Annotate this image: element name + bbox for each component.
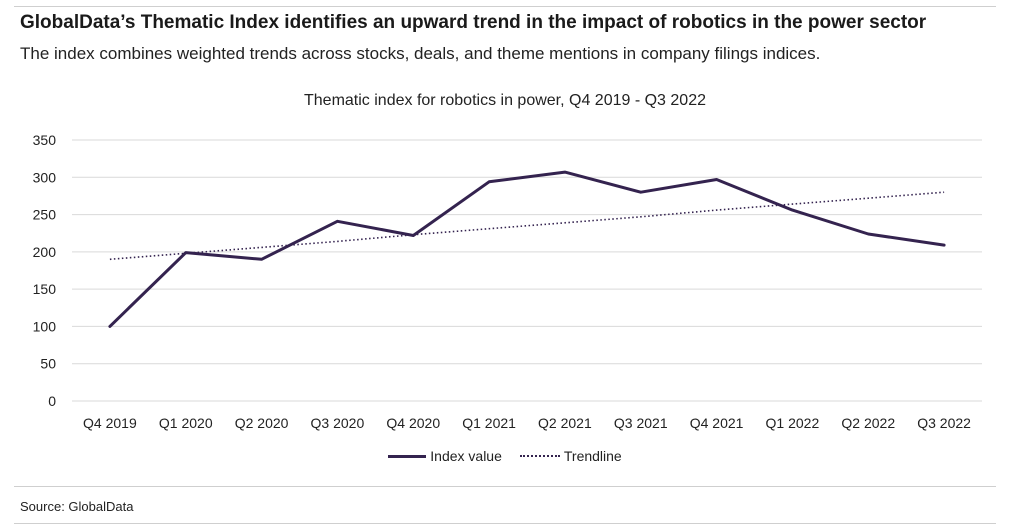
y-axis-ticks: 0 50 100 150 200 250 300 350 — [33, 132, 57, 409]
x-tick-label: Q4 2019 — [83, 415, 137, 431]
index-value-series — [108, 170, 946, 328]
y-tick-label: 150 — [33, 281, 57, 297]
x-tick-label: Q3 2021 — [614, 415, 668, 431]
x-tick-label: Q2 2020 — [235, 415, 289, 431]
headline: GlobalData’s Thematic Index identifies a… — [20, 12, 927, 33]
x-axis-ticks: Q4 2019 Q1 2020 Q2 2020 Q3 2020 Q4 2020 Q1 20… — [83, 415, 971, 431]
legend: Index value Trendline — [0, 448, 1010, 464]
subhead: The index combines weighted trends acros… — [20, 44, 821, 63]
legend-item-index: Index value — [388, 448, 502, 464]
x-tick-label: Q1 2020 — [159, 415, 213, 431]
end-rule — [14, 523, 996, 524]
x-tick-label: Q3 2020 — [311, 415, 365, 431]
bottom-rule — [14, 486, 996, 487]
x-tick-label: Q1 2022 — [766, 415, 820, 431]
y-tick-label: 300 — [33, 169, 57, 185]
legend-swatch-dotted — [519, 455, 560, 457]
y-tick-label: 50 — [40, 356, 56, 372]
gridlines — [72, 139, 982, 402]
series-lines — [108, 170, 946, 328]
legend-swatch-solid — [388, 454, 427, 458]
legend-item-trendline: Trendline — [519, 448, 622, 464]
x-tick-label: Q3 2022 — [917, 415, 971, 431]
y-tick-label: 0 — [48, 393, 56, 409]
x-tick-label: Q2 2021 — [538, 415, 592, 431]
legend-label-trendline: Trendline — [563, 448, 622, 464]
trendline-series — [109, 191, 945, 261]
chart-title: Thematic index for robotics in power, Q4… — [304, 92, 706, 109]
y-tick-label: 250 — [33, 207, 57, 223]
legend-label-index: Index value — [430, 448, 502, 464]
top-rule — [14, 6, 996, 7]
x-tick-label: Q2 2022 — [841, 415, 895, 431]
y-tick-label: 100 — [33, 318, 57, 334]
y-tick-label: 350 — [33, 132, 57, 148]
x-tick-label: Q4 2021 — [690, 415, 744, 431]
y-tick-label: 200 — [33, 244, 57, 260]
x-tick-label: Q1 2021 — [462, 415, 516, 431]
x-tick-label: Q4 2020 — [386, 415, 440, 431]
source-note: Source: GlobalData — [20, 499, 134, 514]
